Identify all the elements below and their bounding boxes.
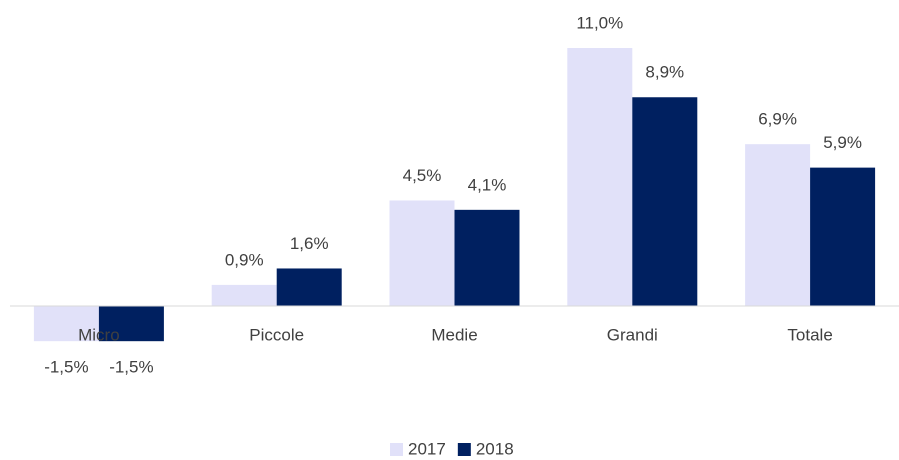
x-tick-label: Micro — [78, 325, 120, 344]
value-label: 11,0% — [576, 13, 623, 32]
value-label: -1,5% — [44, 358, 88, 377]
value-label: 6,9% — [758, 110, 797, 129]
x-tick-label: Totale — [787, 325, 832, 344]
bar — [745, 144, 811, 306]
bar — [98, 306, 164, 342]
bar — [33, 306, 99, 342]
value-label: 4,5% — [403, 166, 442, 185]
value-label: 1,6% — [290, 234, 329, 253]
legend-label: 2018 — [476, 439, 514, 458]
bar — [211, 284, 277, 306]
value-label: 0,9% — [225, 250, 264, 269]
value-label: -1,5% — [109, 358, 153, 377]
bar — [810, 167, 876, 306]
value-label: 4,1% — [468, 175, 507, 194]
bar — [276, 268, 342, 306]
legend-swatch — [390, 443, 403, 456]
x-tick-label: Grandi — [607, 325, 658, 344]
bar — [454, 209, 520, 306]
x-tick-label: Piccole — [249, 325, 304, 344]
bar — [389, 200, 455, 306]
legend-swatch — [457, 443, 471, 456]
value-label: 8,9% — [645, 63, 684, 82]
value-label: 5,9% — [823, 133, 862, 152]
x-tick-label: Medie — [431, 325, 477, 344]
bar — [632, 97, 698, 306]
bar — [567, 48, 633, 306]
legend-label: 2017 — [408, 439, 446, 458]
